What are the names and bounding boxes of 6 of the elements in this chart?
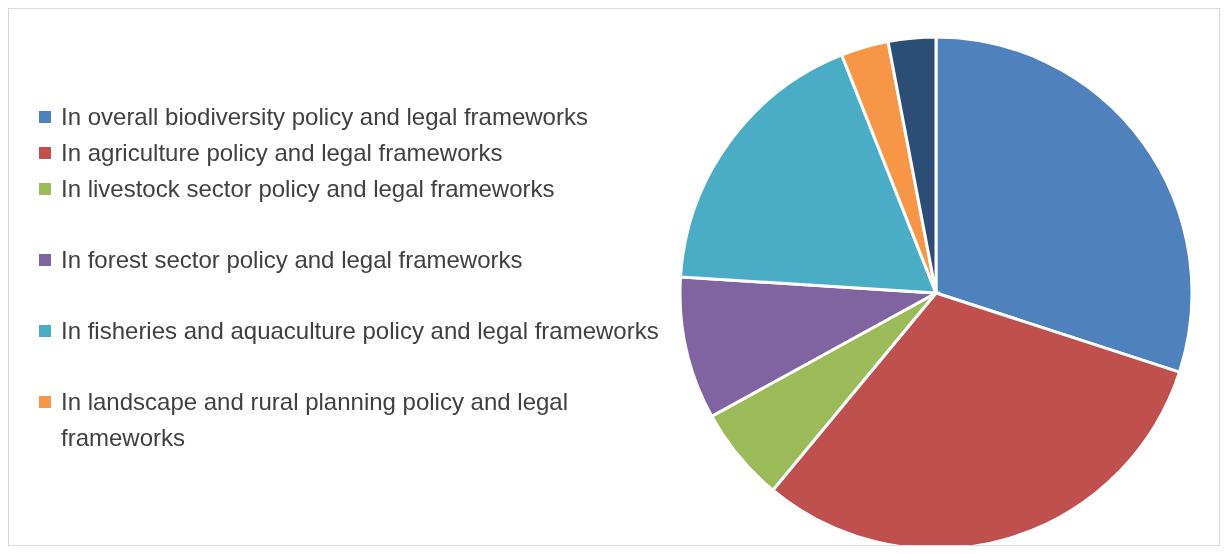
legend-label: In landscape and rural planning policy and legal frameworks: [61, 387, 570, 453]
legend-label: In forest sector policy and legal frameworks: [61, 245, 523, 275]
legend-label: In agriculture policy and legal frameworks: [61, 138, 503, 168]
legend-label: In overall biodiversity policy and legal frameworks: [61, 102, 588, 132]
legend-label: In livestock sector policy and legal frameworks: [61, 174, 555, 204]
legend-label: In fisheries and aquaculture policy and legal frameworks: [61, 316, 659, 346]
